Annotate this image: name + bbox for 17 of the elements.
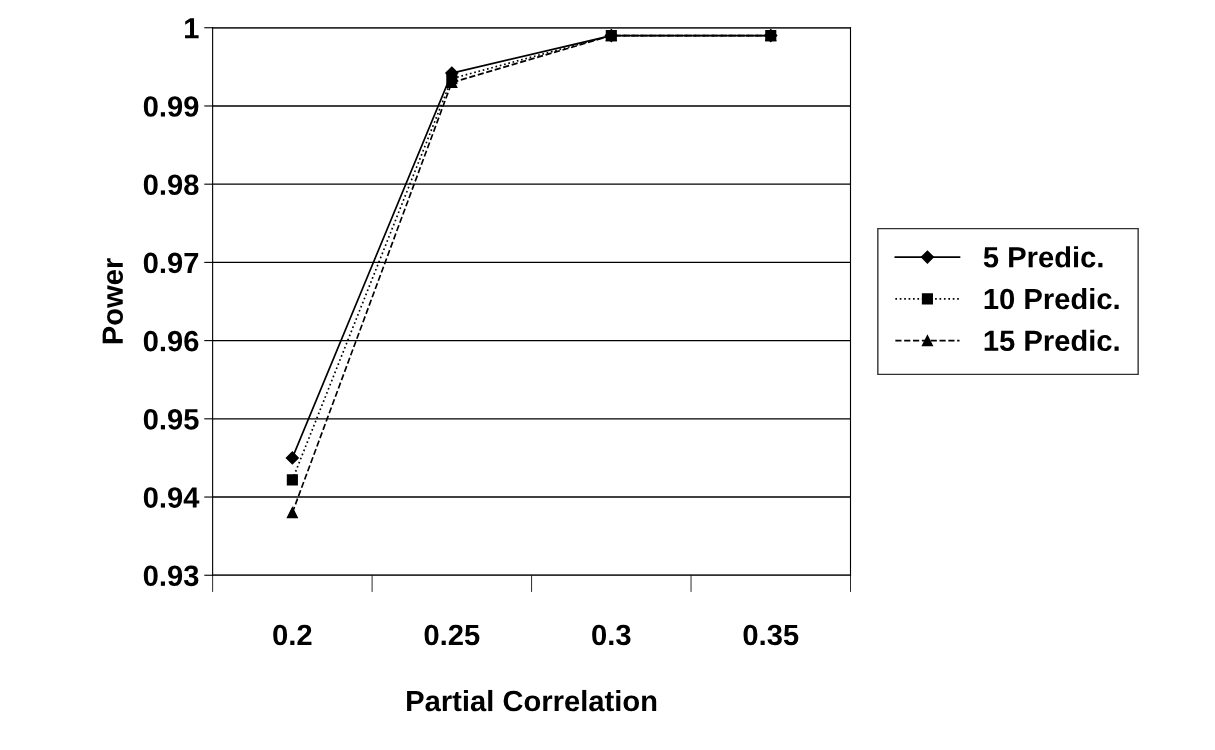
- legend-label: 5 Predic.: [983, 246, 1103, 268]
- x-tick-label: 0.25: [424, 624, 480, 646]
- y-tick-label: 0.96: [143, 330, 199, 352]
- x-axis-title: Partial Correlation: [407, 689, 657, 712]
- x-tick-label: 0.35: [743, 624, 799, 646]
- x-tick-label: 0.3: [592, 624, 631, 646]
- y-tick-label: 0.93: [143, 565, 199, 587]
- legend-label: 10 Predic.: [984, 287, 1119, 310]
- y-tick-label: 0.99: [143, 96, 199, 117]
- y-tick-label: 1: [185, 18, 199, 39]
- y-axis-title: Power: [102, 258, 124, 344]
- x-tick-label: 0.2: [273, 624, 312, 646]
- y-tick-label: 0.95: [143, 409, 199, 430]
- y-tick-label: 0.94: [143, 487, 200, 508]
- y-tick-label: 0.97: [143, 252, 199, 274]
- y-tick-label: 0.98: [143, 174, 199, 196]
- legend-label: 15 Predic.: [984, 329, 1119, 352]
